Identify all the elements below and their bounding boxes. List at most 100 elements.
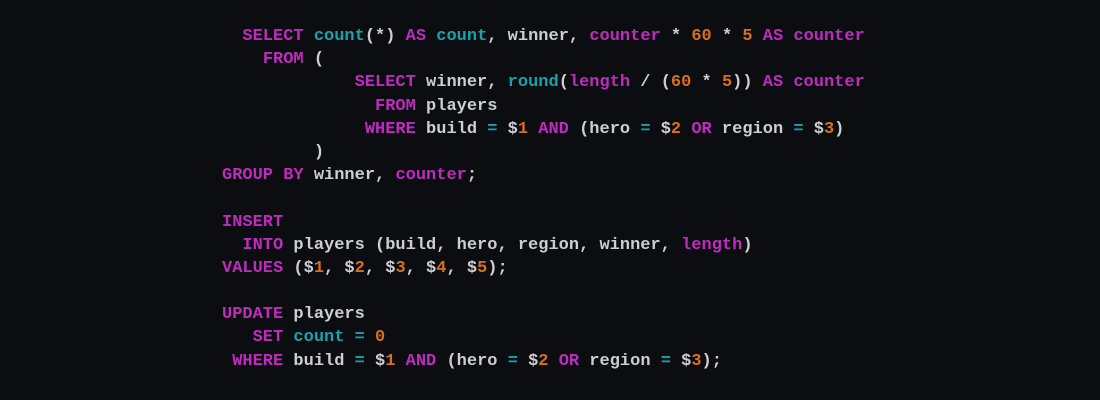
code-token-keyword: INTO — [242, 235, 284, 255]
code-token-keyword: UPDATE — [222, 305, 284, 325]
code-token-plain: region — [579, 351, 661, 371]
code-line — [222, 187, 865, 210]
code-token-keyword: counter — [793, 73, 865, 93]
code-token-plain — [365, 328, 375, 347]
code-token-plain: $ — [364, 351, 386, 371]
code-line: SET count = 0 — [222, 326, 865, 349]
code-token-number: 3 — [823, 119, 835, 139]
code-token-keyword: counter — [589, 27, 661, 46]
code-token-plain: (hero — [436, 351, 508, 371]
code-token-keyword: AS — [405, 27, 427, 46]
code-token-plain — [222, 27, 242, 46]
code-token-keyword: FROM — [375, 96, 416, 116]
code-token-plain: $ — [497, 119, 518, 139]
code-token-plain: players — [415, 96, 498, 116]
code-token-number: 3 — [691, 351, 702, 371]
code-token-number: 2 — [538, 351, 549, 371]
code-token-plain: region — [711, 119, 794, 139]
code-token-plain: ) — [742, 235, 753, 255]
code-token-keyword: SELECT — [354, 73, 416, 93]
code-token-plain: ); — [701, 351, 722, 371]
code-token-plain: ($ — [283, 258, 314, 278]
code-token-plain: , $ — [324, 258, 355, 278]
code-token-number: 1 — [313, 258, 325, 278]
code-token-function: = — [354, 328, 365, 348]
code-token-plain: build — [415, 119, 488, 139]
code-token-function: count — [293, 328, 345, 348]
code-token-plain — [426, 27, 436, 46]
code-token-plain — [528, 120, 538, 139]
code-line: INTO players (build, hero, region, winne… — [222, 234, 865, 257]
code-token-keyword: AND — [538, 119, 569, 139]
code-token-plain: (*) — [364, 27, 406, 46]
code-token-plain: / ( — [630, 73, 671, 93]
code-token-keyword: counter — [395, 166, 467, 186]
code-token-plain: build — [283, 351, 355, 371]
code-token-plain: ); — [487, 258, 508, 278]
code-token-function: = — [660, 351, 671, 371]
code-token-keyword: OR — [558, 351, 580, 371]
code-line — [222, 280, 865, 303]
code-token-plain: $ — [650, 119, 671, 139]
code-token-keyword: WHERE — [364, 119, 416, 139]
code-token-plain — [222, 236, 242, 255]
code-token-plain: ( — [558, 73, 569, 93]
code-token-keyword: SELECT — [242, 27, 304, 46]
code-token-number: 60 — [691, 27, 712, 46]
code-token-plain: * — [711, 27, 743, 46]
code-token-keyword: length — [568, 73, 631, 93]
code-token-number: 5 — [742, 27, 753, 46]
code-token-keyword: AS — [762, 27, 784, 46]
code-token-plain — [304, 27, 314, 46]
code-token-function: count — [313, 27, 365, 46]
code-token-plain: , $ — [364, 258, 396, 278]
code-token-function: = — [354, 351, 365, 371]
code-token-plain — [283, 328, 293, 347]
code-line: VALUES ($1, $2, $3, $4, $5); — [222, 257, 865, 280]
code-token-plain: $ — [670, 351, 692, 371]
code-token-plain: ( — [303, 50, 325, 70]
code-token-keyword: VALUES — [222, 258, 284, 278]
code-token-function: = — [793, 119, 804, 139]
code-token-plain: * — [660, 27, 692, 46]
code-token-keyword: FROM — [262, 50, 304, 70]
code-token-plain: ) — [222, 142, 325, 162]
code-token-plain: ; — [466, 166, 478, 186]
code-line: SELECT count(*) AS count, winner, counte… — [222, 25, 865, 48]
code-token-keyword: AND — [405, 351, 437, 371]
code-token-number: 2 — [354, 258, 365, 278]
code-token-number: 2 — [670, 119, 682, 139]
code-token-function: = — [507, 351, 518, 371]
code-token-plain — [222, 120, 365, 139]
code-token-keyword: AS — [762, 73, 784, 93]
code-token-plain: winner, — [415, 73, 508, 93]
code-token-keyword: counter — [793, 27, 865, 46]
code-token-keyword: OR — [691, 119, 712, 139]
code-line: FROM players — [222, 95, 865, 118]
code-token-number: 5 — [477, 258, 488, 278]
code-token-plain — [549, 352, 559, 371]
code-line: GROUP BY winner, counter; — [222, 164, 865, 187]
code-token-function: count — [436, 27, 488, 46]
code-line: UPDATE players — [222, 303, 865, 326]
code-token-plain — [222, 50, 263, 69]
code-token-plain — [681, 120, 691, 139]
code-token-number: 1 — [517, 119, 529, 139]
code-token-plain: $ — [803, 119, 824, 139]
code-token-number: 60 — [670, 73, 692, 93]
code-token-plain: ) — [834, 119, 845, 139]
code-token-plain — [783, 27, 793, 46]
code-token-plain: , $ — [446, 258, 478, 278]
code-token-plain: $ — [517, 351, 539, 371]
code-token-plain — [783, 73, 793, 92]
code-token-plain — [395, 352, 405, 371]
code-token-number: 4 — [436, 258, 447, 278]
code-line: FROM ( — [222, 48, 865, 71]
code-line: WHERE build = $1 AND (hero = $2 OR regio… — [222, 118, 865, 141]
code-token-keyword: SET — [252, 328, 284, 348]
code-token-keyword: INSERT — [222, 212, 284, 232]
code-token-plain — [222, 73, 355, 92]
code-token-plain — [222, 352, 232, 371]
code-token-plain — [222, 97, 375, 116]
